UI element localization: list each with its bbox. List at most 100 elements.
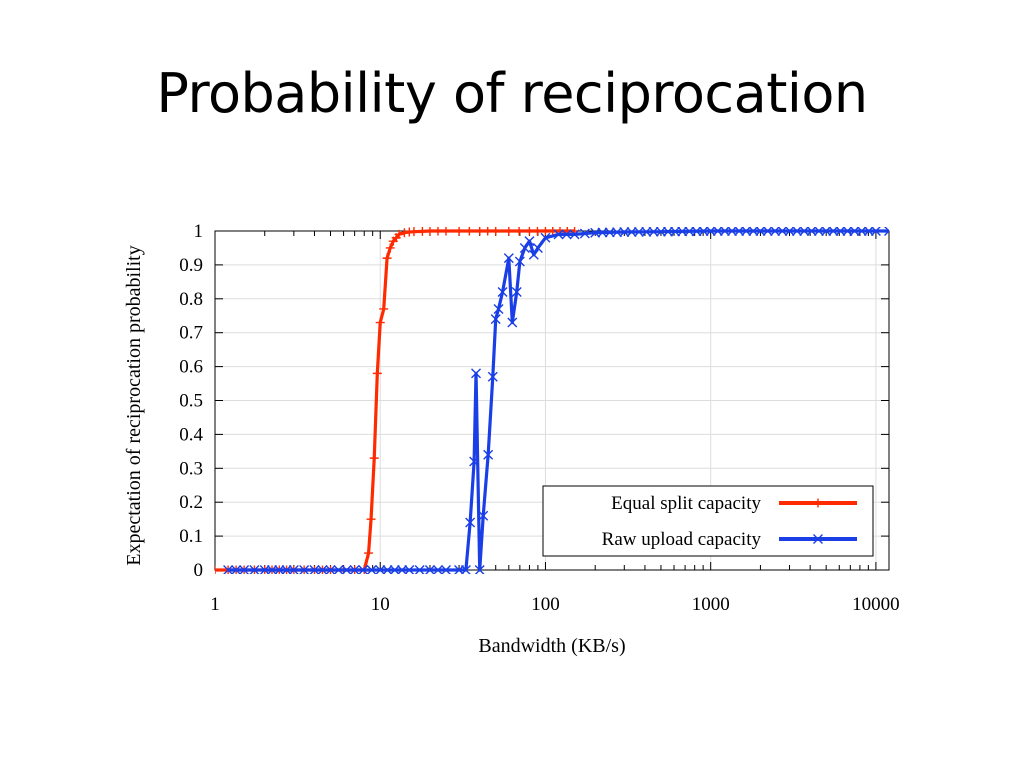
data-point [249,565,260,574]
data-point [483,227,493,236]
data-point [379,304,389,314]
data-point [464,227,474,236]
data-point [274,565,285,574]
data-point [454,227,464,236]
data-point [475,227,485,236]
y-tick-label: 0.3 [179,458,203,479]
data-point [698,227,709,237]
data-point [491,227,501,236]
data-point [333,565,344,574]
data-point [626,227,637,237]
data-point [514,256,525,267]
data-point [394,229,404,239]
data-point [469,456,480,467]
data-point [553,229,564,240]
data-point [299,565,310,574]
data-point [791,227,802,236]
data-point [734,227,745,236]
legend-box [542,485,874,557]
data-point [835,227,846,236]
data-point [382,253,392,263]
data-point [633,227,644,237]
legend-label: Raw upload capacity [602,529,762,550]
data-point [770,227,781,236]
legend-marker [813,498,823,508]
data-point [375,318,385,328]
data-point [417,227,427,236]
data-point [366,565,377,574]
data-point [471,368,482,379]
data-point [366,514,376,524]
data-point [375,565,386,574]
data-point [748,227,759,236]
data-point [799,227,810,236]
data-point [856,227,867,236]
data-point [691,227,702,237]
data-point [705,227,716,236]
data-point [441,227,451,236]
data-point [655,227,666,237]
data-point [519,242,530,253]
data-point [223,565,234,574]
y-tick-label: 0.5 [179,391,203,412]
data-point [358,565,369,574]
data-point [465,517,476,528]
x-axis-label: Bandwidth (KB/s) [478,635,625,657]
data-point [424,565,435,574]
data-point [490,314,501,325]
y-tick-label: 0 [194,560,204,581]
data-point [504,227,514,236]
data-point [507,317,518,328]
data-point [215,565,220,574]
data-point [478,510,489,521]
data-point [483,449,494,460]
data-point [777,227,788,236]
data-point [259,565,270,574]
data-point [382,565,393,574]
data-point [641,227,652,237]
data-point [727,227,737,236]
data-point [884,227,889,236]
slide-title: Probability of reciprocation [156,62,868,125]
data-point [440,565,451,574]
data-point [619,227,630,238]
data-point [389,565,400,574]
data-point [511,287,522,298]
data-point [341,565,352,574]
data-point [497,287,508,298]
data-point [784,227,795,236]
data-point [828,227,839,236]
y-tick-label: 0.1 [179,526,203,547]
data-point [540,232,551,243]
data-point [590,227,601,238]
data-point [397,565,408,574]
data-point [372,368,382,378]
x-tick-label: 1 [210,594,220,615]
data-point [433,227,443,236]
data-point [317,565,328,574]
data-point [604,227,615,238]
data-point [755,227,766,236]
y-tick-label: 0.9 [179,255,203,276]
data-point [487,371,498,382]
data-point [849,227,860,236]
data-point [670,227,681,237]
data-point [493,303,504,314]
legend-marker [813,534,823,544]
legend-label: Equal split capacity [611,493,761,514]
data-point [288,565,299,574]
data-point [385,243,395,253]
data-point [532,242,543,253]
data-point [663,227,674,237]
data-point [231,565,242,574]
data-point [309,565,320,574]
data-point [532,227,542,236]
data-point [474,565,485,574]
data-point [369,453,379,463]
data-point [842,227,853,236]
y-tick-label: 0.2 [179,492,203,513]
data-point [813,227,824,236]
data-point [514,227,524,236]
data-point [712,227,723,236]
